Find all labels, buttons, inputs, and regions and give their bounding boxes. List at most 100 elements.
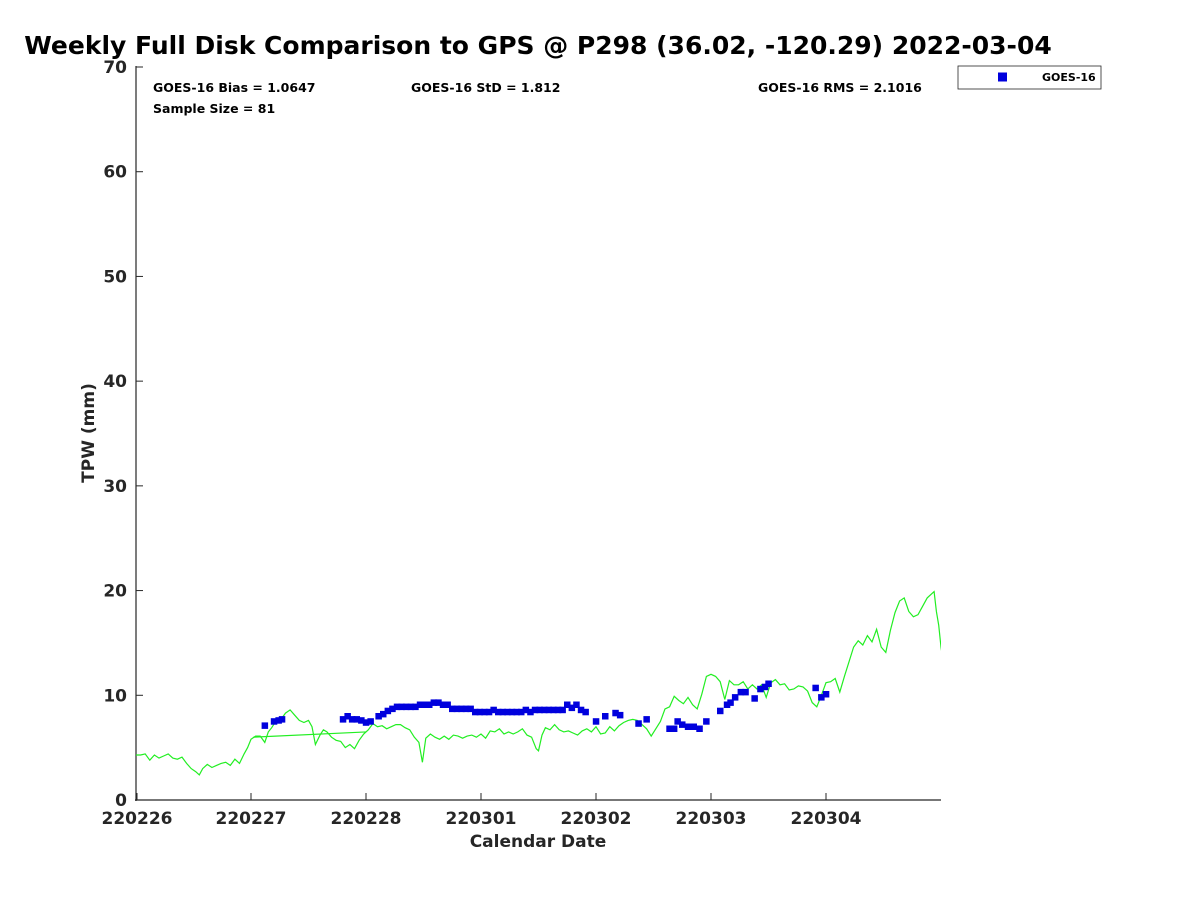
goes-16-series [261, 680, 830, 732]
y-tick-label: 30 [103, 477, 127, 497]
goes-16-point [490, 706, 497, 714]
x-tick-label: 220302 [561, 809, 632, 829]
legend: GOES-16 [957, 65, 1102, 90]
goes-16-point [541, 706, 548, 714]
goes-16-point [261, 722, 269, 729]
goes-16-point [270, 718, 278, 725]
goes-16-point [476, 708, 484, 716]
goes-16-point [430, 699, 438, 706]
goes-16-point [742, 688, 749, 696]
legend-marker-square-icon [998, 72, 1007, 82]
goes-16-point [358, 717, 365, 724]
goes-16-point [666, 725, 673, 732]
goes-16-point [643, 716, 650, 723]
goes-16-point [467, 705, 474, 713]
goes-16-point [362, 719, 370, 726]
goes-16-point [731, 694, 739, 701]
goes-16-point [499, 708, 507, 716]
goes-16-point [550, 706, 557, 714]
goes-16-point [674, 718, 681, 725]
goes-16-point [439, 701, 447, 708]
goes-16-point [670, 725, 678, 732]
goes-16-point [812, 684, 819, 692]
goes-16-point [407, 703, 415, 711]
goes-16-point [818, 694, 825, 701]
y-tick-label: 20 [103, 582, 127, 602]
goes-16-point [398, 703, 405, 711]
goes-16-point [690, 723, 697, 730]
y-tick-label: 50 [103, 267, 127, 287]
goes-16-point [393, 703, 401, 711]
goes-16-point [751, 695, 758, 702]
goes-16-point [573, 701, 580, 708]
chart-title: Weekly Full Disk Comparison to GPS @ P29… [24, 31, 1051, 60]
goes-16-point [612, 709, 619, 717]
stat-sample-size: Sample Size = 81 [153, 101, 275, 116]
x-tick-label: 220303 [676, 809, 747, 829]
x-tick-label: 220301 [446, 809, 517, 829]
y-tick-label: 40 [103, 372, 127, 392]
goes-16-point [412, 703, 419, 711]
stat-std: GOES-16 StD = 1.812 [411, 80, 560, 95]
x-tick-label: 220227 [216, 809, 287, 829]
gps-series-line [136, 590, 941, 776]
goes-16-point [275, 717, 282, 724]
x-tick-label: 220228 [331, 809, 402, 829]
goes-16-point [344, 713, 351, 720]
goes-16-point [527, 708, 534, 716]
goes-16-point [577, 706, 585, 714]
goes-16-point [495, 708, 502, 716]
goes-16-point [403, 703, 410, 711]
x-tick-label: 220304 [791, 809, 862, 829]
goes-16-point [435, 699, 442, 706]
goes-16-point [508, 708, 516, 716]
goes-16-point [375, 713, 382, 720]
stat-rms: GOES-16 RMS = 2.1016 [758, 80, 922, 95]
goes-16-point [765, 680, 772, 687]
legend-box [957, 65, 1102, 90]
x-ticks: 220226 220227 220228 220301 220302 220303 2203… [102, 793, 862, 829]
goes-16-point [822, 691, 830, 698]
goes-16-point [384, 707, 392, 715]
goes-16-point [449, 705, 456, 713]
goes-16-point [458, 705, 465, 713]
goes-16-point [727, 699, 734, 706]
goes-16-point [472, 708, 479, 716]
goes-16-point [462, 705, 470, 713]
y-tick-label: 60 [103, 163, 127, 183]
goes-16-point [278, 716, 286, 723]
goes-16-point [513, 708, 520, 716]
goes-16-point [421, 701, 428, 708]
y-axis-label: TPW (mm) [79, 383, 99, 483]
goes-16-point [684, 723, 692, 730]
goes-16-point [737, 688, 745, 696]
goes-16-point [635, 720, 642, 727]
y-tick-label: 70 [103, 58, 127, 78]
goes-16-point [416, 701, 424, 708]
goes-16-point [554, 706, 562, 714]
goes-16-point [380, 710, 387, 718]
gps-line-path [136, 590, 941, 776]
goes-16-point [504, 708, 511, 716]
goes-16-point [444, 701, 451, 708]
goes-16-point [522, 706, 530, 714]
goes-16-point [602, 713, 609, 720]
legend-label-goes-16: GOES-16 [1042, 71, 1096, 84]
goes-16-point [717, 707, 724, 715]
goes-16-point [531, 706, 539, 714]
goes-16-point [426, 701, 433, 708]
y-tick-label: 10 [103, 686, 127, 706]
goes-16-point [485, 708, 493, 716]
goes-16-point [348, 716, 356, 723]
goes-16-point [679, 721, 686, 728]
goes-16-point [545, 706, 553, 714]
goes-16-point [761, 683, 769, 691]
goes-16-point [559, 706, 566, 714]
x-tick-label: 220226 [102, 809, 173, 829]
goes-16-point [568, 704, 576, 712]
goes-16-point [616, 711, 624, 719]
goes-16-point [564, 701, 571, 708]
goes-16-point [339, 716, 347, 723]
goes-16-point [723, 701, 731, 708]
goes-16-point [367, 718, 374, 725]
